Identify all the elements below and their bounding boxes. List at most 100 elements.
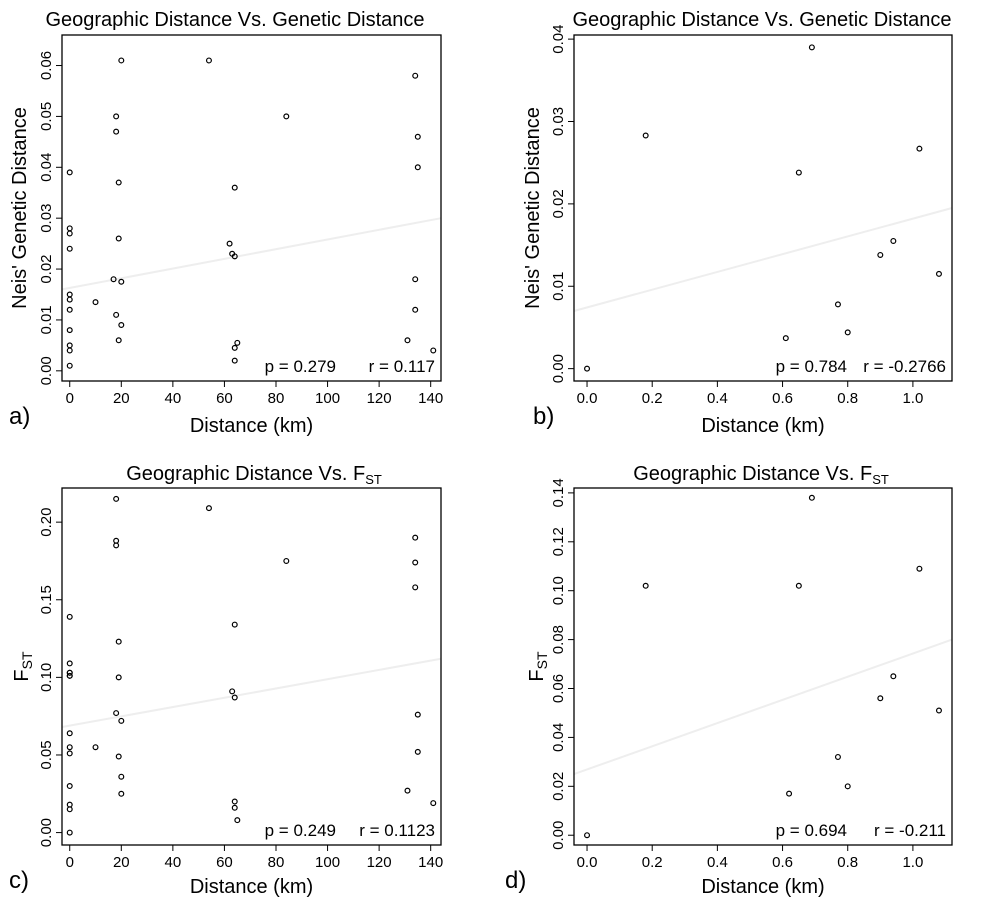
data-point bbox=[430, 800, 437, 807]
x-tick-label: 120 bbox=[367, 390, 392, 407]
y-tick-label: 0.10 bbox=[38, 663, 55, 692]
y-axis-label: Neis' Genetic Distance bbox=[522, 107, 544, 309]
data-point bbox=[414, 711, 421, 718]
x-axis-label: Distance (km) bbox=[701, 876, 824, 898]
data-point bbox=[642, 582, 649, 589]
data-point bbox=[118, 278, 125, 285]
y-tick-label: 0.00 bbox=[38, 356, 55, 385]
data-point bbox=[110, 276, 117, 283]
data-point bbox=[231, 798, 238, 805]
data-point bbox=[283, 557, 290, 564]
trend-line bbox=[61, 657, 442, 729]
data-point bbox=[234, 339, 241, 346]
p-value-label: p = 0.784 bbox=[776, 357, 847, 376]
data-point bbox=[231, 357, 238, 364]
data-point bbox=[412, 72, 419, 79]
data-point bbox=[414, 748, 421, 755]
data-point bbox=[935, 270, 942, 277]
y-tick-label: 0.08 bbox=[550, 625, 567, 654]
data-point bbox=[66, 829, 73, 836]
x-tick-label: 40 bbox=[165, 854, 182, 871]
chart-panel-c: Geographic Distance Vs. FST 0 20 40 60 80 100 1… bbox=[9, 463, 443, 898]
data-point bbox=[118, 773, 125, 780]
data-point bbox=[412, 306, 419, 313]
data-point bbox=[414, 133, 421, 140]
x-tick-label: 0.0 bbox=[577, 390, 598, 407]
data-point bbox=[113, 311, 120, 318]
data-point bbox=[66, 342, 73, 349]
data-point bbox=[66, 744, 73, 751]
data-point bbox=[584, 832, 591, 839]
data-point bbox=[231, 621, 238, 628]
y-tick-label: 0.00 bbox=[38, 818, 55, 847]
x-tick-label: 0.6 bbox=[772, 854, 793, 871]
data-point bbox=[226, 240, 233, 247]
data-point bbox=[412, 584, 419, 591]
x-tick-label: 0.8 bbox=[837, 390, 858, 407]
data-point bbox=[786, 790, 793, 797]
data-point bbox=[66, 347, 73, 354]
x-tick-label: 1.0 bbox=[902, 390, 923, 407]
x-tick-label: 0.2 bbox=[642, 390, 663, 407]
y-axis-label: FST bbox=[11, 651, 35, 682]
data-point bbox=[231, 253, 238, 260]
data-point bbox=[642, 132, 649, 139]
x-tick-label: 0.0 bbox=[577, 854, 598, 871]
y-tick-label: 0.06 bbox=[38, 51, 55, 80]
data-point bbox=[404, 337, 411, 344]
plot-frame bbox=[573, 34, 953, 382]
data-point bbox=[66, 306, 73, 313]
data-point bbox=[231, 804, 238, 811]
chart-title: Geographic Distance Vs. Genetic Distance bbox=[45, 9, 424, 31]
x-tick-label: 20 bbox=[113, 854, 130, 871]
data-point bbox=[584, 365, 591, 372]
data-point bbox=[66, 660, 73, 667]
r-value-label: r = -0.2766 bbox=[863, 357, 946, 376]
y-tick-label: 0.10 bbox=[550, 576, 567, 605]
y-tick-label: 0.01 bbox=[38, 305, 55, 334]
y-tick-label: 0.02 bbox=[550, 189, 567, 218]
data-point bbox=[877, 251, 884, 258]
data-point bbox=[229, 688, 236, 695]
x-axis-label: Distance (km) bbox=[190, 876, 313, 898]
x-tick-label: 60 bbox=[216, 854, 233, 871]
data-point bbox=[115, 674, 122, 681]
data-point bbox=[414, 164, 421, 171]
x-tick-label: 0.4 bbox=[707, 390, 728, 407]
data-point bbox=[877, 695, 884, 702]
data-point bbox=[231, 184, 238, 191]
x-axis-label: Distance (km) bbox=[701, 415, 824, 437]
data-point bbox=[66, 750, 73, 757]
data-point bbox=[916, 145, 923, 152]
data-point bbox=[231, 344, 238, 351]
panel-label: c) bbox=[9, 867, 29, 894]
x-tick-label: 0 bbox=[66, 854, 74, 871]
x-tick-label: 100 bbox=[315, 854, 340, 871]
data-point bbox=[66, 362, 73, 369]
p-value-label: p = 0.249 bbox=[265, 821, 336, 840]
x-tick-label: 40 bbox=[165, 390, 182, 407]
data-point bbox=[66, 806, 73, 813]
data-point bbox=[205, 505, 212, 512]
x-tick-label: 0.4 bbox=[707, 854, 728, 871]
y-tick-label: 0.14 bbox=[550, 478, 567, 507]
trend-line bbox=[61, 217, 442, 291]
chart-title: Geographic Distance Vs. Genetic Distance bbox=[572, 9, 951, 31]
y-tick-label: 0.05 bbox=[38, 740, 55, 769]
y-tick-label: 0.05 bbox=[38, 102, 55, 131]
x-tick-label: 1.0 bbox=[902, 854, 923, 871]
trend-line bbox=[573, 207, 953, 312]
plot-frame bbox=[573, 487, 953, 846]
data-point bbox=[205, 57, 212, 64]
data-point bbox=[115, 235, 122, 242]
r-value-label: r = 0.117 bbox=[369, 357, 435, 376]
y-tick-label: 0.06 bbox=[550, 674, 567, 703]
data-point bbox=[412, 559, 419, 566]
data-point bbox=[118, 57, 125, 64]
data-point bbox=[113, 113, 120, 120]
data-point bbox=[231, 694, 238, 701]
y-tick-label: 0.04 bbox=[550, 25, 567, 54]
y-tick-label: 0.12 bbox=[550, 527, 567, 556]
data-point bbox=[808, 494, 815, 501]
chart-panel-d: Geographic Distance Vs. FST 0.0 0.2 0.4 0.6 0… bbox=[505, 463, 953, 898]
